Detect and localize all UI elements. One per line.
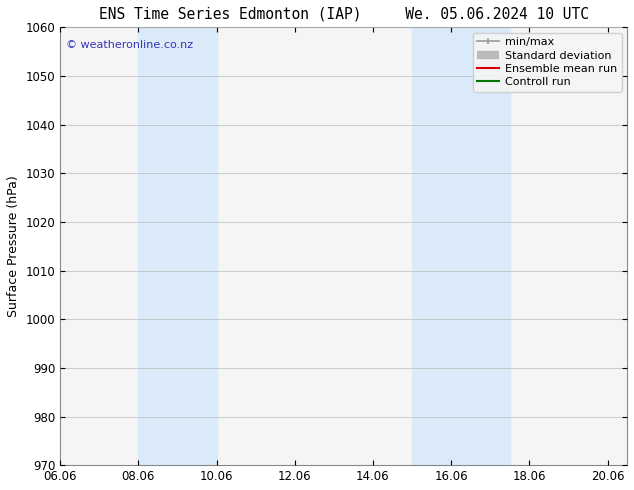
Y-axis label: Surface Pressure (hPa): Surface Pressure (hPa): [7, 175, 20, 317]
Title: ENS Time Series Edmonton (IAP)     We. 05.06.2024 10 UTC: ENS Time Series Edmonton (IAP) We. 05.06…: [98, 7, 588, 22]
Bar: [412, 27, 510, 465]
Legend: min/max, Standard deviation, Ensemble mean run, Controll run: min/max, Standard deviation, Ensemble me…: [472, 33, 621, 92]
Bar: [138, 27, 216, 465]
Text: © weatheronline.co.nz: © weatheronline.co.nz: [66, 40, 193, 50]
